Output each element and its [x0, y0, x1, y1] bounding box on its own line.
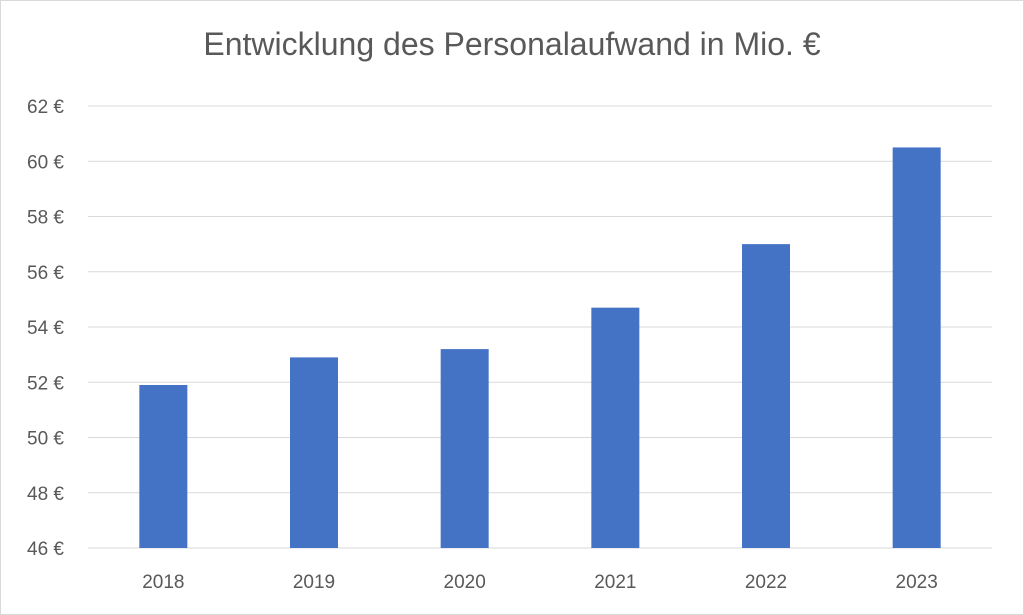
x-tick-label: 2022 — [745, 572, 787, 593]
bar-2022 — [742, 244, 790, 548]
x-tick-label: 2020 — [444, 572, 486, 593]
bar-2021 — [591, 307, 640, 548]
x-tick-label: 2019 — [293, 572, 335, 593]
bars — [139, 147, 941, 548]
x-tick-label: 2018 — [142, 572, 184, 593]
x-tick-label: 2021 — [594, 572, 636, 593]
y-tick-label: 58 € — [27, 208, 64, 229]
y-tick-label: 56 € — [27, 263, 64, 284]
y-tick-label: 48 € — [27, 484, 64, 505]
y-tick-label: 46 € — [27, 539, 64, 560]
bar-2019 — [290, 357, 338, 548]
bar-2020 — [440, 349, 489, 548]
y-tick-label: 62 € — [27, 97, 64, 118]
gridlines — [88, 105, 992, 549]
y-axis-tick-labels: 46 € 48 € 50 € 52 € 54 € 56 € 58 € 60 € 62 € — [27, 97, 64, 560]
bar-2018 — [139, 385, 188, 548]
y-tick-label: 60 € — [27, 152, 64, 173]
y-tick-label: 54 € — [27, 318, 64, 339]
y-tick-label: 52 € — [27, 373, 64, 394]
y-tick-label: 50 € — [27, 429, 64, 450]
chart-title: Entwicklung des Personalaufwand in Mio. … — [203, 26, 821, 62]
bar-2023 — [892, 147, 941, 548]
x-axis-tick-labels: 2018 2019 2020 2021 2022 2023 — [142, 572, 938, 593]
x-tick-label: 2023 — [896, 572, 938, 593]
